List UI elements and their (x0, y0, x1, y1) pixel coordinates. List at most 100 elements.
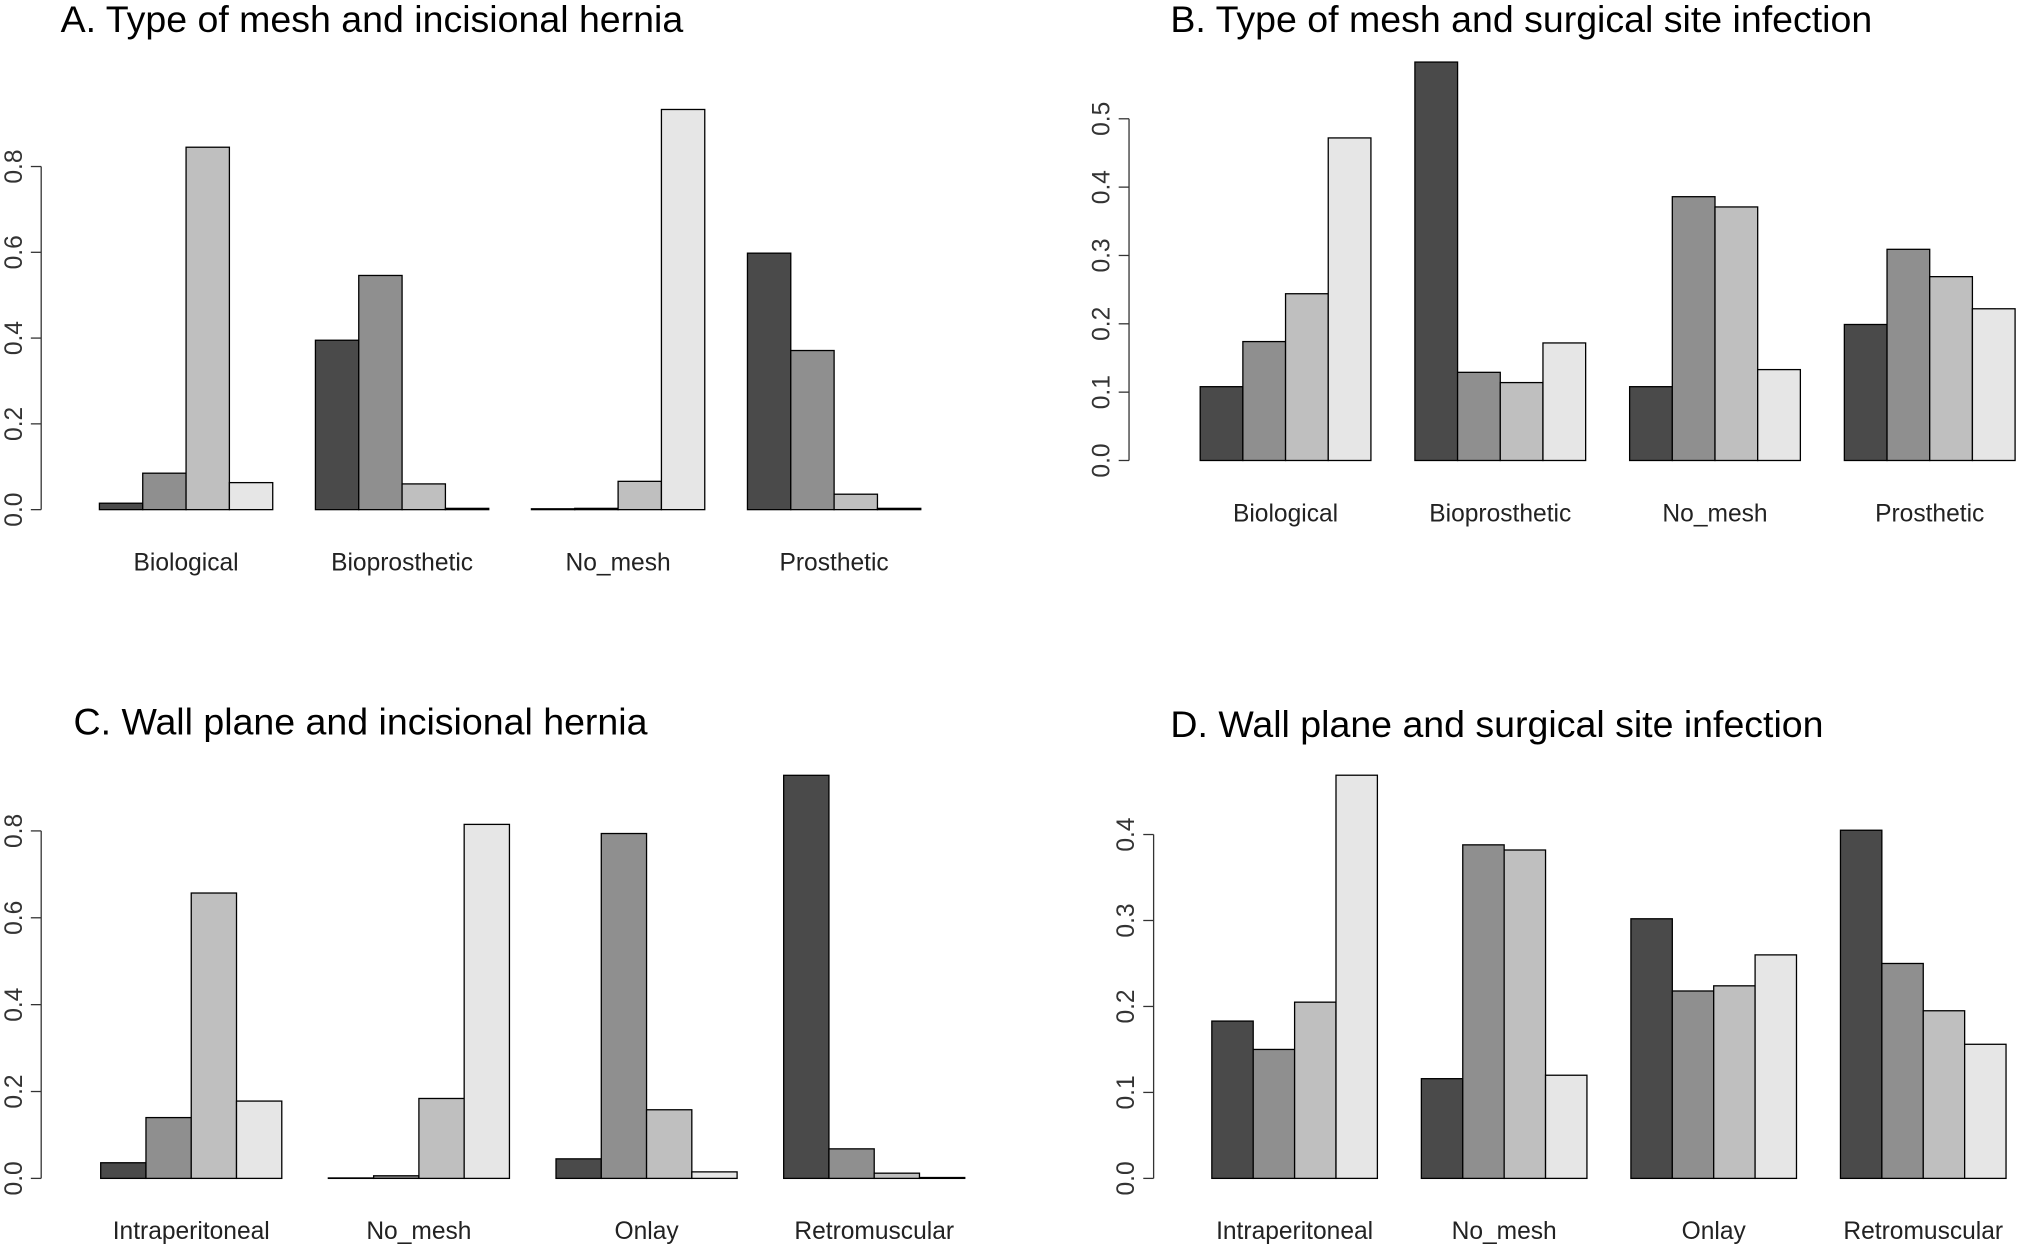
bar (1542, 342, 1587, 462)
bar (98, 502, 144, 511)
bar (783, 774, 830, 1180)
x-tick-label: Bioprosthetic (331, 549, 473, 576)
bar (444, 507, 490, 511)
bar (746, 252, 792, 511)
bar (600, 832, 648, 1180)
bar (1284, 293, 1329, 462)
bar (314, 339, 360, 511)
bar (1754, 954, 1798, 1180)
chart-title: C. Wall plane and incisional hernia (74, 700, 648, 742)
x-tick-label: No_mesh (1452, 1218, 1557, 1245)
y-tick-label: 0.1 (1113, 1075, 1140, 1109)
x-tick-label: Onlay (1682, 1218, 1747, 1245)
bar (1839, 829, 1883, 1180)
bar (876, 507, 922, 511)
y-tick-label: 0.5 (1089, 102, 1116, 136)
y-tick-label: 0.4 (1, 321, 28, 355)
bar (1630, 918, 1673, 1180)
y-tick-label: 0.1 (1089, 375, 1116, 409)
bar (1922, 1010, 1966, 1180)
bar (873, 1172, 921, 1180)
y-tick-label: 0.2 (1, 1074, 28, 1108)
bar (555, 1158, 602, 1180)
y-tick-label: 0.2 (1113, 989, 1140, 1023)
x-tick-label: Retromuscular (794, 1218, 954, 1245)
bar (100, 1162, 147, 1180)
bar (790, 349, 835, 511)
x-tick-label: Prosthetic (780, 549, 889, 576)
y-tick-label: 0.0 (1, 493, 28, 527)
x-tick-label: Biological (133, 549, 238, 576)
bar (1335, 774, 1379, 1180)
bar (1293, 1001, 1337, 1180)
bar (1713, 985, 1756, 1180)
bar (828, 1148, 875, 1180)
bar (1929, 276, 1974, 462)
bar (1499, 381, 1544, 462)
bar (235, 1100, 283, 1180)
chart-title: B. Type of mesh and surgical site infect… (1170, 0, 1872, 40)
bar (1886, 248, 1931, 462)
x-tick-label: Onlay (614, 1218, 679, 1245)
x-tick-label: Intraperitoneal (1216, 1218, 1373, 1245)
bar (401, 483, 447, 511)
y-tick-label: 0.8 (1, 814, 28, 848)
bar (574, 507, 619, 511)
bar (1671, 990, 1715, 1180)
bar (1628, 386, 1673, 462)
bar (691, 1171, 738, 1180)
bar (1843, 323, 1888, 462)
bar (1414, 61, 1459, 462)
bar (1252, 1048, 1296, 1180)
chart-title: A. Type of mesh and incisional hernia (61, 0, 684, 40)
bar (142, 472, 187, 511)
y-tick-label: 0.3 (1113, 903, 1140, 937)
bar (1462, 844, 1505, 1180)
bar (145, 1116, 192, 1180)
x-tick-label: No_mesh (566, 549, 671, 576)
bar (1963, 1043, 2007, 1180)
bar (463, 823, 511, 1180)
x-tick-label: Biological (1233, 500, 1338, 527)
bar (1420, 1078, 1464, 1180)
y-tick-label: 0.6 (1, 235, 28, 269)
y-tick-label: 0.2 (1, 407, 28, 441)
bar (1971, 308, 2016, 462)
bar (1327, 137, 1372, 462)
bar (1503, 849, 1547, 1180)
y-tick-label: 0.6 (1, 901, 28, 935)
bar (645, 1109, 693, 1180)
bar (185, 146, 231, 511)
bar (833, 493, 879, 511)
bar (1671, 196, 1716, 462)
x-tick-label: Bioprosthetic (1429, 500, 1571, 527)
bar (1199, 386, 1244, 462)
y-tick-label: 0.0 (1089, 443, 1116, 477)
bar (1544, 1074, 1588, 1180)
bar (660, 108, 706, 511)
y-tick-label: 0.3 (1089, 238, 1116, 272)
y-tick-label: 0.0 (1113, 1161, 1140, 1195)
bar (190, 892, 238, 1180)
bar (530, 508, 576, 511)
chart-title: D. Wall plane and surgical site infectio… (1170, 703, 1823, 745)
bar (1211, 1020, 1254, 1180)
bar (1757, 368, 1802, 462)
y-tick-label: 0.4 (1089, 170, 1116, 204)
bar (372, 1175, 420, 1180)
bar (617, 480, 663, 511)
y-tick-label: 0.8 (1, 149, 28, 183)
bar (1456, 371, 1501, 462)
x-tick-label: Prosthetic (1875, 500, 1984, 527)
y-tick-label: 0.2 (1089, 307, 1116, 341)
y-tick-label: 0.4 (1113, 817, 1140, 851)
bar (1881, 962, 1924, 1180)
x-tick-label: Retromuscular (1843, 1218, 2003, 1245)
bar (418, 1097, 465, 1180)
y-tick-label: 0.0 (1, 1161, 28, 1195)
bar (1242, 340, 1287, 462)
bar (1714, 206, 1759, 462)
bar (358, 274, 403, 511)
